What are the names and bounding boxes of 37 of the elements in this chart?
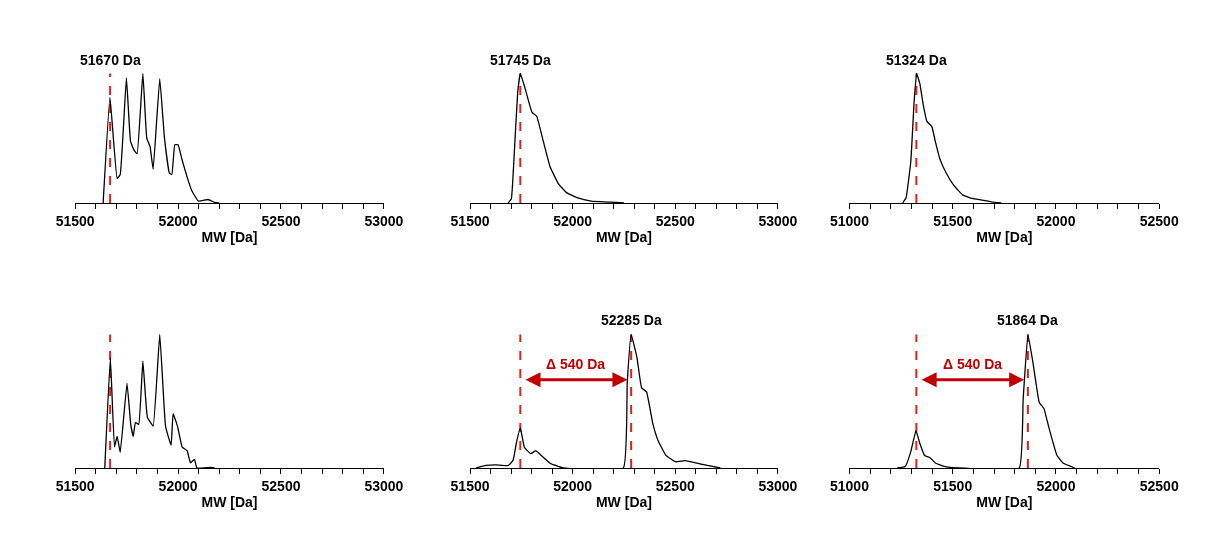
annotation: Δ 540 Da <box>943 356 1003 372</box>
x-tick-label: 53000 <box>758 477 798 494</box>
x-tick-label: 52000 <box>158 477 198 494</box>
annotation: Δ 540 Da <box>546 356 606 372</box>
x-tick-label: 52000 <box>553 477 593 494</box>
x-tick-label: 52500 <box>261 212 301 229</box>
x-tick-label: 51500 <box>933 477 973 494</box>
x-axis-title: MW [Da] <box>976 229 1033 246</box>
x-tick-label: 52500 <box>261 477 301 494</box>
x-axis-title: MW [Da] <box>595 229 652 246</box>
x-tick-label: 53000 <box>364 477 404 494</box>
x-axis-title: MW [Da] <box>976 494 1033 511</box>
x-axis-title: MW [Da] <box>201 229 258 246</box>
x-tick-label: 51500 <box>55 477 95 494</box>
x-axis-title: MW [Da] <box>595 494 652 511</box>
ref-line-label: 51745 Da <box>490 52 551 68</box>
x-tick-label: 52500 <box>655 212 695 229</box>
x-tick-label: 51000 <box>830 212 870 229</box>
x-axis-title: MW [Da] <box>201 494 258 511</box>
x-tick-label: 52500 <box>1139 477 1179 494</box>
x-tick-label: 52500 <box>1139 212 1179 229</box>
x-tick-label: 51500 <box>55 212 95 229</box>
x-tick-label: 51000 <box>830 477 870 494</box>
ref-line-label: 52285 Da <box>601 312 662 328</box>
x-tick-label: 53000 <box>364 212 404 229</box>
x-tick-label: 52000 <box>1036 212 1076 229</box>
x-tick-label: 52500 <box>655 477 695 494</box>
ref-line-label: 51324 Da <box>886 52 947 68</box>
ref-line-label: 51864 Da <box>997 312 1058 328</box>
x-tick-label: 52000 <box>158 212 198 229</box>
x-tick-label: 51500 <box>450 212 490 229</box>
x-tick-label: 51500 <box>450 477 490 494</box>
ref-line-label: 51670 Da <box>80 52 141 68</box>
x-tick-label: 52000 <box>1036 477 1076 494</box>
x-tick-label: 51500 <box>933 212 973 229</box>
x-tick-label: 53000 <box>758 212 798 229</box>
x-tick-label: 52000 <box>553 212 593 229</box>
